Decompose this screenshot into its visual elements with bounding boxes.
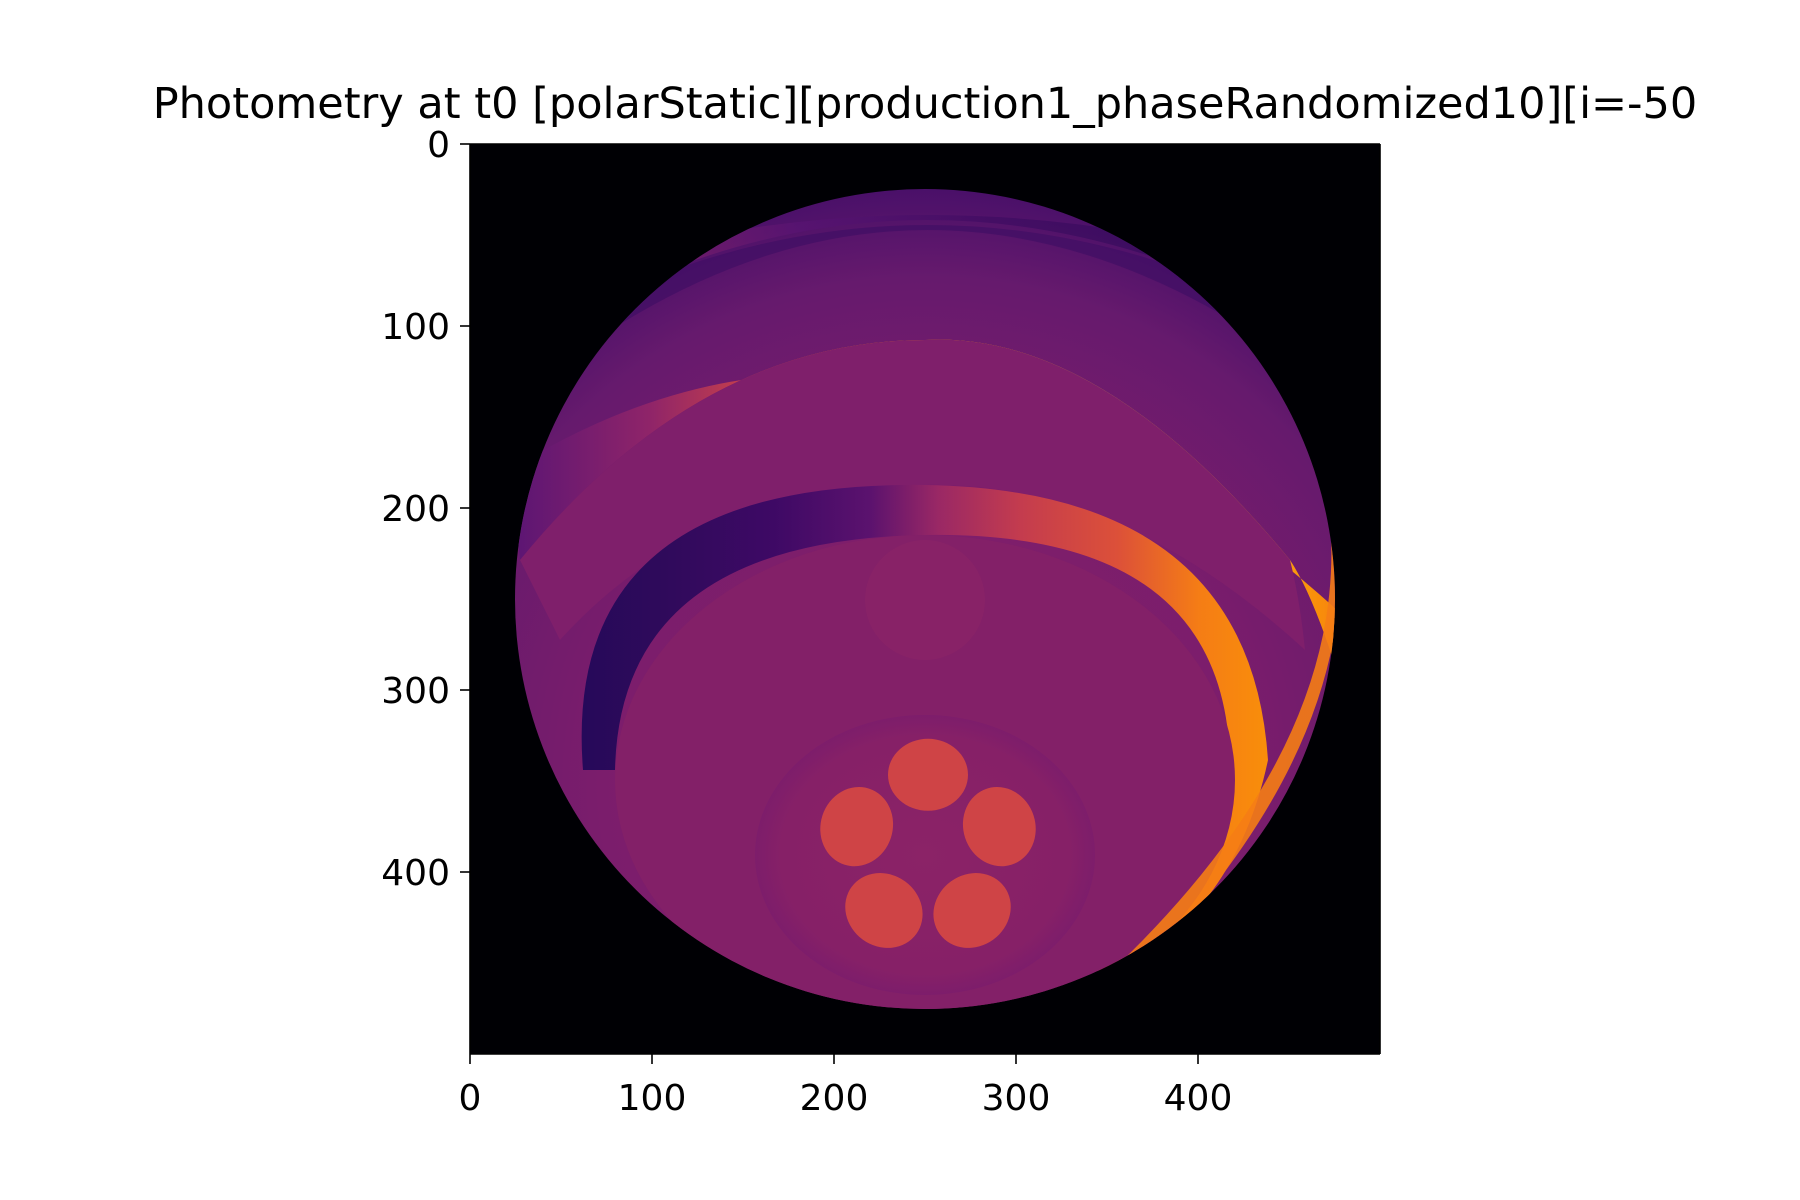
sphere-image — [515, 189, 1335, 1009]
spots-group — [820, 738, 1036, 948]
top-dark-stripe — [540, 225, 1320, 380]
y-tick-label: 300 — [381, 671, 450, 712]
x-tick-label: 0 — [459, 1078, 482, 1119]
y-tick-label: 200 — [381, 489, 450, 530]
spot — [888, 738, 968, 811]
spot — [962, 786, 1036, 867]
faint-center-blob — [865, 540, 985, 660]
spot — [820, 786, 894, 867]
y-tick-label: 0 — [427, 125, 450, 166]
x-tick-label: 200 — [800, 1078, 869, 1119]
y-tick-label: 400 — [381, 853, 450, 894]
plot-area — [470, 144, 1380, 1054]
x-tick-label: 300 — [982, 1078, 1051, 1119]
x-axis: 0 100 200 300 400 — [459, 1054, 1233, 1119]
y-tick-label: 100 — [381, 307, 450, 348]
top-edge-band — [600, 215, 1260, 300]
axes-spines — [469, 143, 1381, 1055]
y-axis: 0 100 200 300 400 — [381, 125, 470, 894]
chart-title: Photometry at t0 [polarStatic][productio… — [153, 79, 1698, 129]
mid-zone — [520, 339, 1305, 650]
spot — [933, 873, 1011, 948]
spot — [845, 873, 923, 948]
spot-halo — [755, 715, 1095, 995]
x-tick-label: 400 — [1164, 1078, 1233, 1119]
right-crescent — [1080, 520, 1335, 1009]
x-tick-label: 100 — [618, 1078, 687, 1119]
